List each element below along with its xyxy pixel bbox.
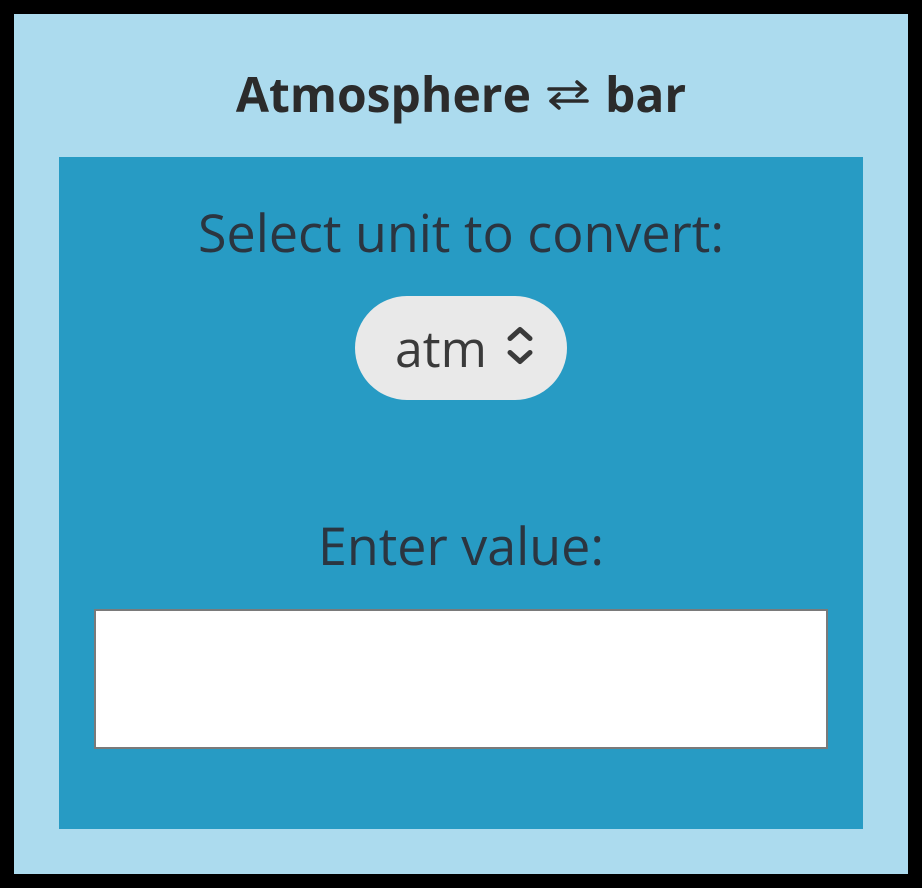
form-panel: Select unit to convert: atm bar Enter va… <box>59 157 863 829</box>
title-left: Atmosphere <box>236 62 531 127</box>
title-right: bar <box>605 62 686 127</box>
title-bar: Atmosphere bar <box>59 44 863 157</box>
converter-widget: Atmosphere bar Select unit to convert: a… <box>0 0 922 888</box>
value-input[interactable] <box>94 609 828 749</box>
swap-icon <box>545 78 591 112</box>
title: Atmosphere bar <box>236 62 686 127</box>
enter-value-label: Enter value: <box>318 510 604 581</box>
select-unit-label: Select unit to convert: <box>198 197 724 268</box>
unit-select-wrapper: atm bar <box>355 296 567 400</box>
unit-select[interactable]: atm bar <box>355 296 567 400</box>
